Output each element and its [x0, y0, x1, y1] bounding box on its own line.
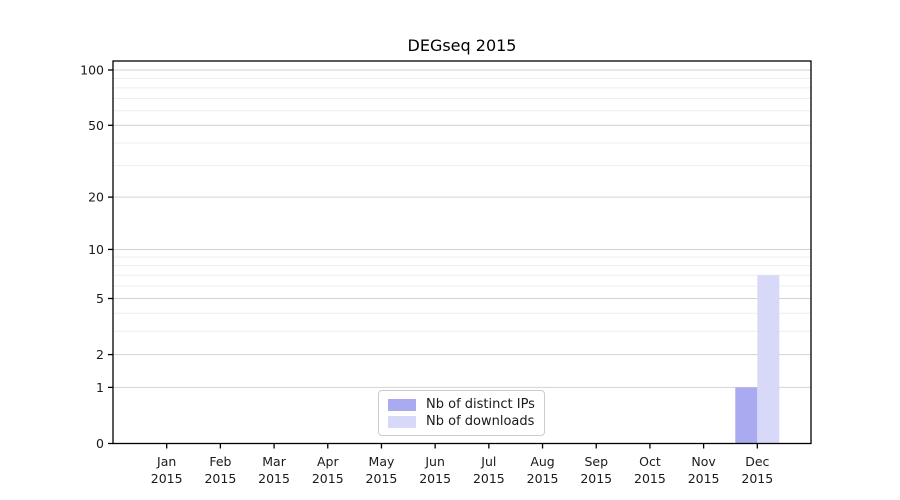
bar-nb-of-distinct-ips-dec	[735, 387, 758, 444]
legend-item-downloads: Nb of downloads	[388, 414, 535, 429]
y-tick-label: 100	[80, 63, 104, 78]
y-tick-label: 20	[88, 190, 104, 205]
x-tick-label-year: 2015	[312, 471, 344, 486]
x-tick-label-month: Jul	[480, 454, 496, 469]
x-tick-label-month: Dec	[745, 454, 769, 469]
x-tick-label-year: 2015	[258, 471, 290, 486]
x-tick-label-year: 2015	[688, 471, 720, 486]
y-tick-label: 2	[96, 347, 104, 362]
x-tick-label-year: 2015	[419, 471, 451, 486]
legend-label-distinct-ips: Nb of distinct IPs	[426, 397, 535, 412]
x-tick-label-year: 2015	[580, 471, 612, 486]
x-tick-label-year: 2015	[366, 471, 398, 486]
y-tick-label: 50	[88, 118, 104, 133]
legend-label-downloads: Nb of downloads	[426, 414, 535, 429]
legend-swatch-downloads	[388, 415, 416, 428]
x-tick-label-month: May	[369, 454, 395, 469]
x-tick-label-month: Jan	[156, 454, 176, 469]
y-tick-label: 10	[88, 242, 104, 257]
y-tick-label: 5	[96, 291, 104, 306]
plot-border	[112, 60, 812, 445]
x-tick-label-month: Nov	[691, 454, 716, 469]
legend: Nb of distinct IPs Nb of downloads	[378, 390, 545, 436]
x-tick-label-month: Sep	[584, 454, 608, 469]
x-tick-label-month: Oct	[639, 454, 661, 469]
x-tick-label-year: 2015	[204, 471, 236, 486]
x-tick-label-month: Apr	[317, 454, 339, 469]
x-tick-label-month: Jun	[424, 454, 445, 469]
x-tick-label-year: 2015	[151, 471, 183, 486]
legend-item-distinct-ips: Nb of distinct IPs	[388, 397, 535, 412]
x-tick-label-year: 2015	[473, 471, 505, 486]
y-tick-label: 1	[96, 380, 104, 395]
x-tick-label-year: 2015	[634, 471, 666, 486]
chart-title: DEGseq 2015	[407, 36, 517, 55]
legend-swatch-distinct-ips	[388, 398, 416, 411]
y-tick-label: 0	[96, 436, 104, 451]
x-tick-label-year: 2015	[527, 471, 559, 486]
x-tick-label-year: 2015	[741, 471, 773, 486]
bar-nb-of-downloads-dec	[757, 275, 780, 444]
x-tick-label-month: Feb	[209, 454, 231, 469]
x-tick-label-month: Mar	[262, 454, 286, 469]
x-tick-label-month: Aug	[530, 454, 554, 469]
